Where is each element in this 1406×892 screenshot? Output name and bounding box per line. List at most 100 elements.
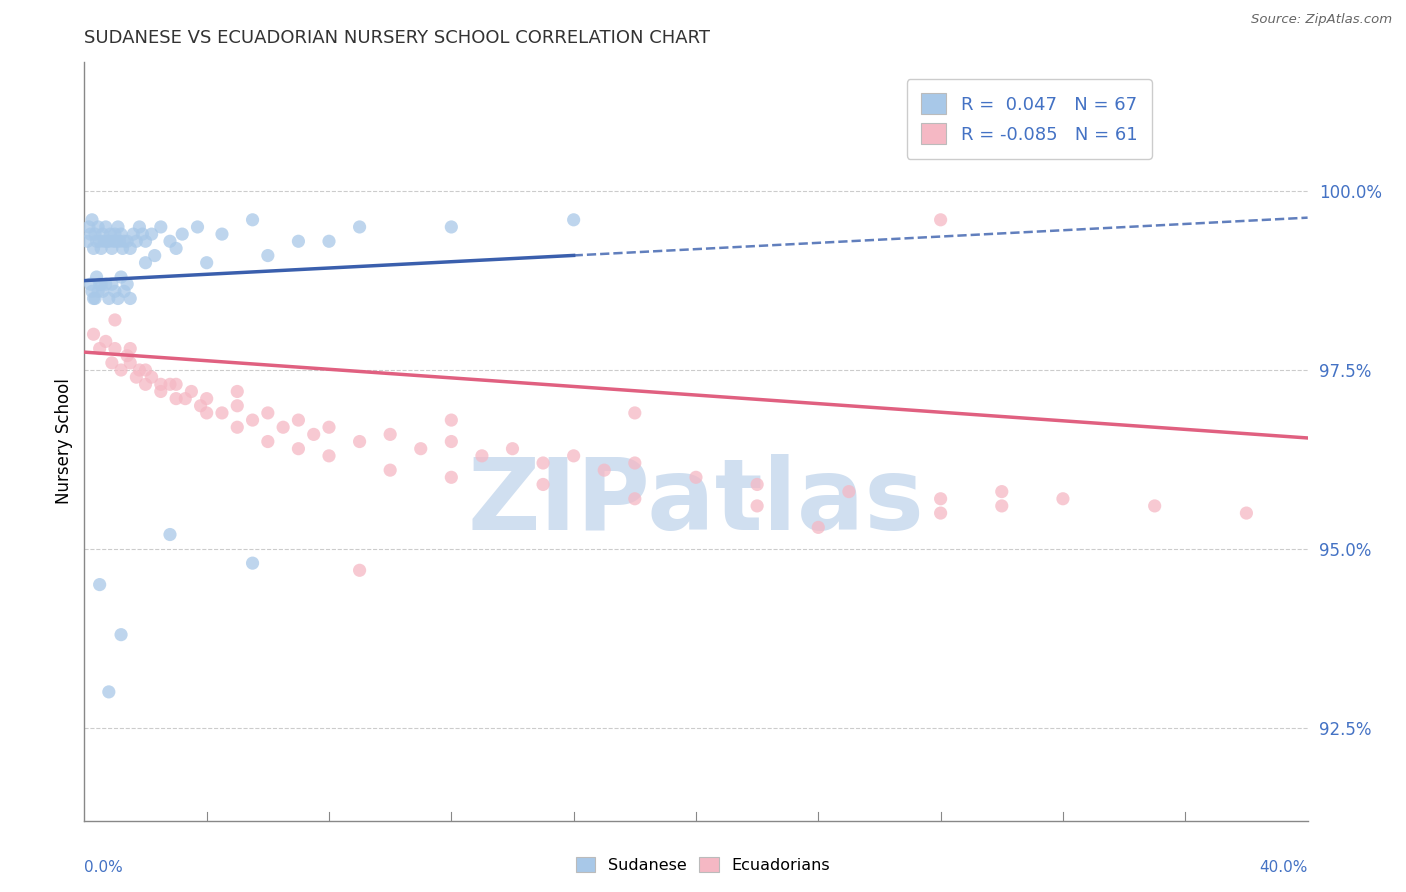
- Point: [271, 420, 294, 434]
- Point: [122, 227, 145, 241]
- Point: [80, 212, 103, 227]
- Point: [87, 285, 110, 299]
- Point: [211, 406, 233, 420]
- Point: [349, 434, 371, 449]
- Point: [159, 234, 181, 248]
- Point: [120, 292, 142, 306]
- Point: [211, 227, 233, 241]
- Point: [929, 506, 952, 520]
- Point: [128, 363, 150, 377]
- Text: 0.0%: 0.0%: [84, 860, 124, 875]
- Point: [107, 219, 129, 234]
- Point: [1052, 491, 1074, 506]
- Point: [110, 628, 132, 642]
- Point: [96, 234, 118, 248]
- Point: [115, 234, 138, 248]
- Point: [104, 227, 127, 241]
- Point: [128, 219, 150, 234]
- Point: [84, 227, 107, 241]
- Point: [103, 234, 125, 248]
- Text: 40.0%: 40.0%: [1260, 860, 1308, 875]
- Point: [120, 241, 142, 255]
- Point: [318, 234, 340, 248]
- Point: [93, 234, 115, 248]
- Point: [112, 285, 135, 299]
- Point: [257, 249, 280, 263]
- Text: ZIPatlas: ZIPatlas: [468, 454, 924, 550]
- Point: [108, 234, 131, 248]
- Point: [98, 227, 121, 241]
- Point: [135, 377, 157, 392]
- Point: [110, 363, 132, 377]
- Point: [531, 477, 554, 491]
- Point: [83, 241, 105, 255]
- Point: [89, 277, 111, 292]
- Point: [174, 392, 197, 406]
- Point: [120, 342, 142, 356]
- Point: [929, 491, 952, 506]
- Y-axis label: Nursery School: Nursery School: [55, 378, 73, 505]
- Point: [94, 334, 117, 349]
- Point: [165, 392, 187, 406]
- Point: [159, 527, 181, 541]
- Point: [101, 356, 124, 370]
- Point: [149, 219, 172, 234]
- Point: [440, 470, 463, 484]
- Point: [226, 384, 249, 399]
- Point: [97, 292, 120, 306]
- Point: [257, 406, 280, 420]
- Point: [83, 292, 105, 306]
- Point: [76, 234, 98, 248]
- Point: [101, 277, 124, 292]
- Point: [502, 442, 524, 456]
- Point: [84, 292, 107, 306]
- Point: [190, 399, 212, 413]
- Point: [86, 270, 108, 285]
- Point: [87, 219, 110, 234]
- Point: [226, 420, 249, 434]
- Point: [471, 449, 494, 463]
- Legend: R =  0.047   N = 67, R = -0.085   N = 61: R = 0.047 N = 67, R = -0.085 N = 61: [907, 79, 1152, 159]
- Point: [242, 556, 264, 570]
- Point: [149, 384, 172, 399]
- Point: [104, 342, 127, 356]
- Point: [440, 434, 463, 449]
- Point: [409, 442, 432, 456]
- Point: [747, 499, 769, 513]
- Point: [195, 256, 218, 270]
- Point: [1143, 499, 1166, 513]
- Point: [685, 470, 707, 484]
- Point: [101, 241, 124, 255]
- Point: [79, 277, 101, 292]
- Point: [165, 377, 187, 392]
- Point: [624, 456, 647, 470]
- Point: [104, 285, 127, 299]
- Point: [440, 413, 463, 427]
- Point: [125, 234, 148, 248]
- Point: [89, 234, 111, 248]
- Legend: Sudanese, Ecuadorians: Sudanese, Ecuadorians: [569, 851, 837, 880]
- Point: [86, 234, 108, 248]
- Point: [349, 219, 371, 234]
- Point: [195, 392, 218, 406]
- Point: [929, 212, 952, 227]
- Point: [807, 520, 830, 534]
- Point: [1236, 506, 1258, 520]
- Point: [115, 277, 138, 292]
- Point: [287, 413, 309, 427]
- Point: [180, 384, 202, 399]
- Point: [747, 477, 769, 491]
- Point: [838, 484, 860, 499]
- Point: [97, 685, 120, 699]
- Point: [131, 227, 153, 241]
- Point: [110, 270, 132, 285]
- Point: [105, 234, 128, 248]
- Point: [111, 241, 134, 255]
- Point: [135, 256, 157, 270]
- Point: [624, 491, 647, 506]
- Point: [143, 249, 166, 263]
- Point: [115, 349, 138, 363]
- Point: [349, 563, 371, 577]
- Point: [165, 241, 187, 255]
- Point: [440, 219, 463, 234]
